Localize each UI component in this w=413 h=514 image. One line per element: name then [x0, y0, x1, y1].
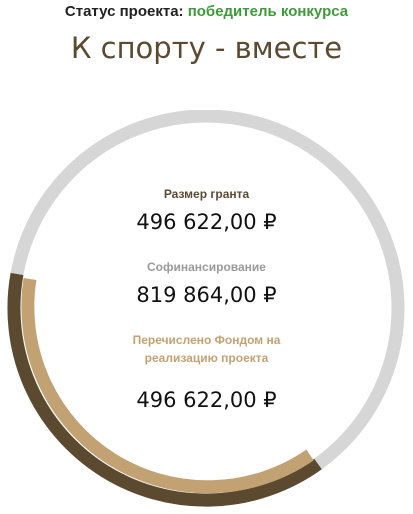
project-title: К спорту - вместе [70, 31, 343, 65]
status-label: Статус проекта: [64, 3, 184, 20]
transferred-value: 496 622,00 ₽ [136, 388, 277, 412]
transferred-label-line2: реализацию проекта [144, 351, 269, 365]
grant-value: 496 622,00 ₽ [136, 210, 277, 234]
funding-ring-chart [7, 110, 405, 507]
transferred-arc [21, 278, 314, 494]
grant-label: Размер гранта [163, 187, 250, 201]
transferred-label-line1: Перечислено Фондом на [132, 333, 281, 347]
transferred-block: Перечислено Фондом на реализацию проекта… [70, 332, 343, 414]
status-value: победитель конкурса [187, 3, 349, 20]
project-status: Статус проекта: победитель конкурса [0, 2, 413, 22]
cofinancing-label: Софинансирование [147, 260, 266, 274]
cofinancing-value: 819 864,00 ₽ [136, 283, 277, 307]
grant-block: Размер гранта 496 622,00 ₽ [70, 186, 343, 236]
grant-arc [7, 272, 322, 507]
cofinancing-block: Софинансирование 819 864,00 ₽ [70, 259, 343, 309]
